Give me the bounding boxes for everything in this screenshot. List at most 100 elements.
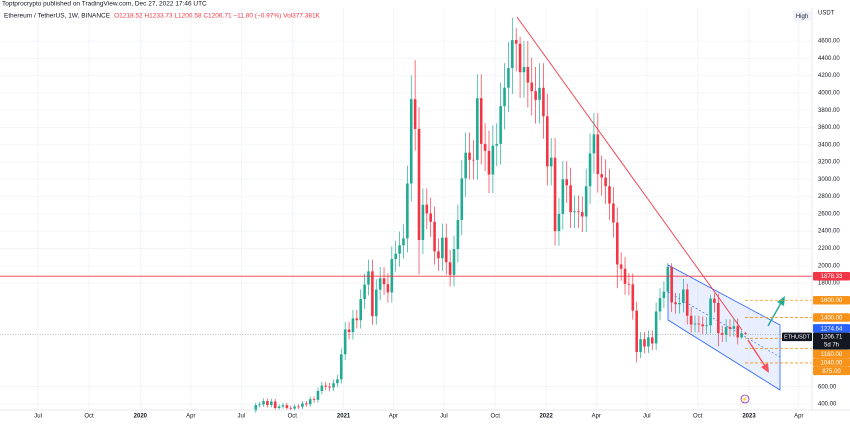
candle-body bbox=[612, 203, 615, 223]
y-tick-label: 3000.00 bbox=[818, 177, 840, 183]
levels-layer bbox=[0, 275, 812, 364]
candle-body bbox=[573, 211, 576, 213]
y-tick-label: 3400.00 bbox=[818, 142, 840, 148]
candle-body bbox=[487, 150, 491, 175]
candle-body bbox=[565, 179, 569, 186]
x-tick-label: Oct bbox=[84, 414, 94, 420]
candle-body bbox=[289, 407, 293, 409]
price-tag-box bbox=[813, 324, 850, 333]
y-tick-label: 400.00 bbox=[818, 402, 837, 408]
candle-body bbox=[685, 289, 689, 316]
candle-body bbox=[549, 157, 553, 167]
tags-layer: 1878.33 1600.00 1400.00 1274.64 ETHUSDT 1206.… bbox=[782, 271, 850, 376]
candle-body bbox=[386, 284, 390, 293]
last-price-label: 1206.71 bbox=[821, 335, 843, 341]
candle-body bbox=[569, 185, 572, 213]
candle-body bbox=[417, 128, 421, 240]
price-tag-box bbox=[813, 366, 850, 376]
candle-body bbox=[592, 134, 596, 154]
badge-box[interactable] bbox=[793, 11, 811, 21]
x-tick-label: Jul bbox=[440, 414, 448, 420]
candle-body bbox=[647, 337, 650, 347]
price-tag-box bbox=[813, 313, 850, 322]
candle-body bbox=[689, 315, 693, 325]
candle-body bbox=[390, 259, 394, 293]
candle-body bbox=[600, 174, 604, 178]
candle-body bbox=[709, 298, 712, 326]
down-arrow-shaft bbox=[747, 339, 766, 367]
x-tick-label: Apr bbox=[592, 414, 601, 420]
x-tick-label: Oct bbox=[491, 414, 501, 420]
publisher-caption: Toptprocrypto published on TradingView.c… bbox=[2, 1, 207, 8]
y-tick-label: 4600.00 bbox=[818, 39, 840, 45]
y-tick-label: 4400.00 bbox=[818, 56, 840, 62]
candle-body bbox=[262, 401, 265, 405]
candle-body bbox=[584, 186, 588, 217]
candle-body bbox=[444, 237, 448, 263]
candles-layer bbox=[254, 17, 747, 413]
candle-body bbox=[320, 385, 324, 391]
candle-body bbox=[441, 237, 444, 259]
y-tick-label: 2000.00 bbox=[818, 263, 840, 269]
candle-body bbox=[736, 326, 740, 338]
price-tag-label: 875.00 bbox=[822, 369, 841, 375]
candle-body bbox=[495, 143, 499, 146]
event-icon[interactable] bbox=[740, 394, 750, 404]
y-tick-label: 3600.00 bbox=[818, 125, 840, 131]
x-tick-label: Jul bbox=[238, 414, 246, 420]
candle-body bbox=[674, 302, 677, 305]
candle-body bbox=[514, 40, 518, 44]
candle-body bbox=[304, 403, 308, 405]
candle-body bbox=[452, 249, 456, 275]
candle-body bbox=[713, 298, 716, 303]
candle-body bbox=[483, 143, 487, 151]
candle-body bbox=[336, 379, 339, 384]
candle-body bbox=[654, 311, 658, 344]
candle-body bbox=[650, 337, 654, 344]
candle-body bbox=[732, 326, 736, 329]
candle-body bbox=[328, 386, 331, 388]
x-tick-label: 2020 bbox=[134, 414, 148, 420]
candle-body bbox=[316, 390, 320, 400]
candle-body bbox=[522, 67, 526, 73]
grid-layer bbox=[0, 8, 812, 410]
x-tick-label: Jul bbox=[34, 414, 42, 420]
candle-body bbox=[588, 153, 592, 187]
candle-body bbox=[281, 405, 285, 407]
last-price-tag-box bbox=[813, 332, 850, 350]
y-tick-label: 3800.00 bbox=[818, 108, 840, 114]
y-tick-label: 600.00 bbox=[818, 384, 837, 390]
candle-body bbox=[460, 178, 464, 220]
candle-body bbox=[507, 68, 510, 88]
y-tick-label: 1800.00 bbox=[818, 281, 840, 287]
candle-body bbox=[577, 211, 580, 213]
candle-body bbox=[479, 98, 483, 144]
price-unit: USDT bbox=[818, 11, 835, 17]
candle-body bbox=[561, 179, 565, 214]
x-tick-label: Jul bbox=[643, 414, 651, 420]
candle-body bbox=[421, 204, 425, 240]
candle-body bbox=[678, 302, 681, 305]
candle-body bbox=[293, 406, 296, 409]
candle-body bbox=[534, 91, 537, 100]
symbol-title: Ethereum / TetherUS, 1W, BINANCE bbox=[4, 13, 111, 20]
scale-badge[interactable]: High bbox=[796, 14, 808, 20]
candle-body bbox=[406, 183, 409, 239]
candle-body bbox=[324, 385, 328, 387]
candle-body bbox=[662, 291, 666, 299]
candle-body bbox=[347, 329, 351, 333]
candle-body bbox=[413, 99, 417, 129]
candle-body bbox=[491, 145, 495, 175]
x-tick-label: 2022 bbox=[539, 414, 553, 420]
candle-body bbox=[429, 213, 432, 222]
candle-body bbox=[425, 204, 429, 214]
candle-body bbox=[596, 134, 600, 175]
candle-body bbox=[701, 324, 705, 327]
y-tick-label: 2400.00 bbox=[818, 229, 840, 235]
ohlc-legend: O1218.52 H1233.73 L1200.58 C1206.71 −11.… bbox=[114, 13, 321, 20]
x-tick-label: Oct bbox=[693, 414, 703, 420]
candle-body bbox=[553, 157, 557, 232]
candle-body bbox=[374, 289, 378, 317]
